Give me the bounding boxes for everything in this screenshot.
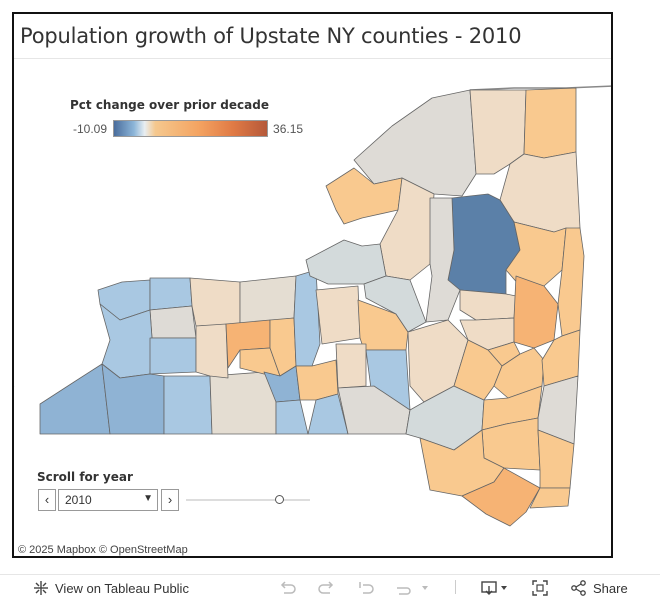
share-label: Share xyxy=(593,580,628,596)
county-orange[interactable] xyxy=(461,467,541,527)
share-button[interactable]: Share xyxy=(570,579,628,597)
view-on-tableau-public-link[interactable]: View on Tableau Public xyxy=(33,580,189,596)
county-monroe[interactable] xyxy=(189,277,241,327)
legend-row: -10.09 36.15 xyxy=(70,120,303,137)
fullscreen-icon[interactable] xyxy=(530,579,550,597)
tableau-logo-icon xyxy=(34,581,48,595)
county-wayne[interactable] xyxy=(239,275,297,325)
download-icon[interactable] xyxy=(480,579,510,597)
county-oneida[interactable] xyxy=(363,275,427,333)
legend-max-label: 36.15 xyxy=(273,121,304,136)
county-cayuga[interactable] xyxy=(293,269,321,367)
legend-min-label: -10.09 xyxy=(73,121,108,136)
county-wyoming[interactable] xyxy=(149,337,197,375)
legend-color-bar xyxy=(113,120,269,137)
next-year-button[interactable]: › xyxy=(161,489,179,511)
tableau-toolbar: View on Tableau Public Share xyxy=(0,574,660,601)
previous-year-button[interactable]: ‹ xyxy=(38,489,56,511)
county-onondaga[interactable] xyxy=(315,285,361,345)
county-fulton[interactable] xyxy=(459,289,517,321)
map-attribution: © 2025 Mapbox © OpenStreetMap xyxy=(18,544,188,556)
undo-icon[interactable] xyxy=(278,579,298,597)
chevron-right-icon: › xyxy=(167,492,173,507)
year-dropdown[interactable]: 2010 ▼ xyxy=(58,489,158,511)
county-orleans[interactable] xyxy=(149,277,193,311)
county-chautauqua[interactable] xyxy=(39,363,111,435)
chevron-left-icon: ‹ xyxy=(44,492,50,507)
title-divider xyxy=(14,58,611,59)
revert-icon[interactable] xyxy=(356,579,376,597)
county-genesee[interactable] xyxy=(149,305,197,339)
share-icon xyxy=(571,580,586,596)
county-livingston[interactable] xyxy=(195,323,229,379)
county-oswego[interactable] xyxy=(305,239,387,285)
viz-frame: Population growth of Upstate NY counties… xyxy=(12,12,613,558)
toolbar-divider xyxy=(455,580,456,594)
slider-thumb[interactable] xyxy=(275,495,284,504)
scroll-year-label: Scroll for year xyxy=(37,470,133,484)
year-slider[interactable] xyxy=(186,492,310,508)
page-title: Population growth of Upstate NY counties… xyxy=(20,24,522,48)
county-putnam[interactable] xyxy=(529,487,571,509)
year-dropdown-value: 2010 xyxy=(65,493,92,507)
county-map xyxy=(14,85,611,527)
county-tompkins[interactable] xyxy=(295,359,339,401)
county-cortland[interactable] xyxy=(335,343,367,389)
county-allegany[interactable] xyxy=(163,375,213,435)
county-steuben[interactable] xyxy=(209,371,277,435)
county-saratoga[interactable] xyxy=(513,275,559,349)
refresh-dropdown-icon[interactable] xyxy=(394,579,432,597)
view-on-tableau-label: View on Tableau Public xyxy=(55,580,189,596)
county-chemung[interactable] xyxy=(275,399,309,435)
county-clinton[interactable] xyxy=(523,87,577,159)
caret-down-icon: ▼ xyxy=(143,493,153,504)
legend-title: Pct change over prior decade xyxy=(70,98,269,112)
redo-icon[interactable] xyxy=(316,579,336,597)
slider-track xyxy=(186,499,310,501)
county-herkimer[interactable] xyxy=(425,197,461,323)
color-legend: Pct change over prior decade -10.09 36.1… xyxy=(70,98,303,137)
